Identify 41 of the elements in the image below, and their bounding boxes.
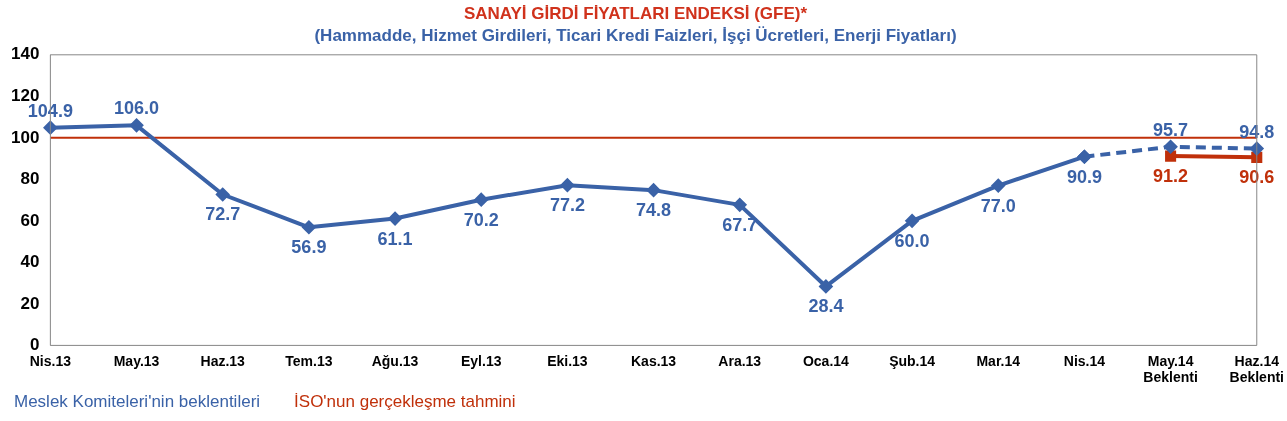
x-tick-label: Haz.13: [200, 352, 246, 369]
text: İSO'nun gerçekleşme tahmini: [294, 392, 516, 412]
data-label: 77.0: [980, 195, 1016, 216]
data-label: 60.0: [894, 230, 930, 251]
text: Meslek Komiteleri'nin beklentileri: [14, 392, 261, 412]
y-tick-label: 40: [20, 252, 40, 272]
y-tick-label: 0: [29, 335, 40, 355]
y-tick-label: 20: [20, 293, 40, 313]
chart-subtitle: (Hammadde, Hizmet Girdileri, Ticari Kredi Faizleri, İşçi Ücretleri, Enerji Fiyatları): [314, 26, 957, 46]
data-label: 95.7: [1153, 119, 1189, 140]
data-label: 94.8: [1239, 121, 1275, 142]
chart-title: SANAYİ GİRDİ FİYATLARI ENDEKSİ (GFE)*: [463, 3, 808, 23]
x-tick-label: Nis.14: [1063, 352, 1106, 369]
x-tick-label: Ara.13: [718, 352, 762, 369]
data-label: 91.2: [1153, 166, 1189, 187]
x-tick-label: Şub.14: [889, 352, 936, 369]
data-label: 90.6: [1239, 167, 1275, 188]
x-tick-label: Kas.13: [630, 352, 677, 369]
data-label: 90.9: [1066, 166, 1102, 187]
data-label: 74.8: [636, 200, 672, 221]
y-tick-label: 100: [10, 127, 40, 147]
data-label: 70.2: [463, 209, 499, 230]
x-tick-label: Ağu.13: [371, 352, 419, 369]
x-tick-label: Eki.13: [547, 352, 588, 369]
data-label: 72.7: [205, 204, 241, 225]
data-label: 56.9: [291, 237, 327, 258]
x-tick-label: Tem.13: [285, 352, 333, 369]
x-tick-label: Mar.14: [976, 352, 1021, 369]
data-label: 28.4: [808, 296, 844, 317]
x-tick-label: May.13: [113, 352, 160, 369]
data-label: 77.2: [549, 195, 585, 216]
x-tick-label: May.14 Beklenti: [1143, 352, 1198, 386]
y-tick-label: 60: [20, 210, 40, 230]
y-tick-label: 140: [10, 44, 40, 64]
data-label: 61.1: [377, 228, 413, 249]
x-tick-label: Haz.14 Beklenti: [1229, 352, 1284, 386]
x-tick-label: Nis.13: [29, 352, 72, 369]
y-tick-label: 80: [20, 169, 40, 189]
data-label: 106.0: [114, 98, 160, 119]
x-tick-label: Eyl.13: [460, 352, 502, 369]
x-tick-label: Oca.14: [802, 352, 850, 369]
